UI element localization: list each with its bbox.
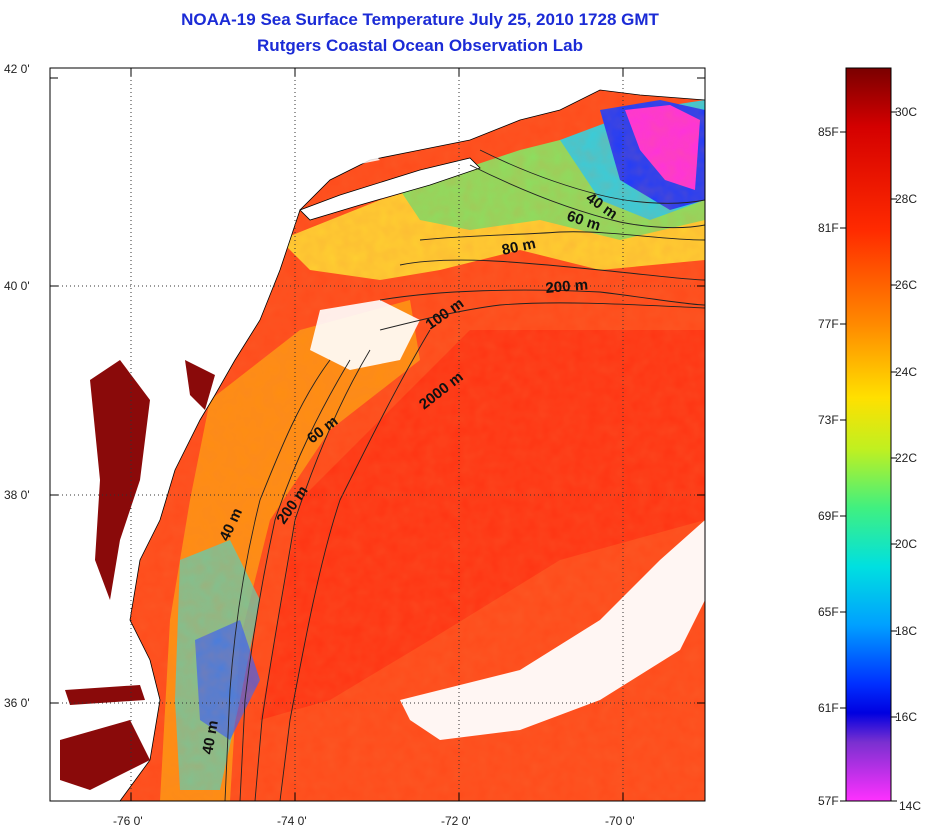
- colorbar-c-label: 30C: [895, 105, 917, 119]
- map-frame: [49, 67, 706, 802]
- colorbar-f-label: 65F: [818, 605, 839, 619]
- contour-label: 40 m: [199, 719, 222, 756]
- colorbar-f-label: 81F: [818, 221, 839, 235]
- colorbar-c-label: 16C: [895, 710, 917, 724]
- map-area: [50, 68, 705, 801]
- lon-label-74: -74 0': [277, 814, 307, 828]
- lat-label-38: 38 0': [4, 488, 30, 502]
- contour-label: 200 m: [545, 276, 589, 297]
- colorbar-c-label: 20C: [895, 537, 917, 551]
- colorbar-f-label: 77F: [818, 317, 839, 331]
- colorbar-c-label: 26C: [895, 278, 917, 292]
- colorbar-f-label: 85F: [818, 125, 839, 139]
- cloud-patch-shelf: [310, 300, 420, 370]
- albemarle-sound: [65, 685, 145, 705]
- colorbar: [845, 67, 892, 802]
- colorbar-f-label: 57F: [818, 794, 839, 808]
- colorbar-c-label: 24C: [895, 365, 917, 379]
- lat-label-42: 42 0': [4, 62, 30, 76]
- lat-label-40: 40 0': [4, 279, 30, 293]
- colorbar-c-label: 22C: [895, 451, 917, 465]
- cloud-patch-north: [300, 140, 380, 170]
- colorbar-f-label: 69F: [818, 509, 839, 523]
- contour-label: 80 m: [500, 235, 537, 259]
- colorbar-ticks: [840, 111, 897, 802]
- delaware-bay: [185, 360, 215, 410]
- lon-label-72: -72 0': [441, 814, 471, 828]
- lat-label-36: 36 0': [4, 696, 30, 710]
- lon-label-76: -76 0': [113, 814, 143, 828]
- colorbar-c-label: 14C: [899, 799, 921, 813]
- long-island: [299, 157, 481, 221]
- frame-ticks: [50, 68, 705, 801]
- colorbar-c-label: 18C: [895, 624, 917, 638]
- pamlico-sound: [60, 720, 150, 790]
- map-subtitle: Rutgers Coastal Ocean Observation Lab: [257, 36, 583, 55]
- cloud-patch-south: [400, 520, 705, 740]
- lon-label-70: -70 0': [605, 814, 635, 828]
- colorbar-f-label: 61F: [818, 701, 839, 715]
- chesapeake-bay: [90, 360, 150, 600]
- map-title: NOAA-19 Sea Surface Temperature July 25,…: [181, 10, 659, 29]
- colorbar-c-label: 28C: [895, 192, 917, 206]
- colorbar-f-label: 73F: [818, 413, 839, 427]
- land-mass: [50, 68, 705, 801]
